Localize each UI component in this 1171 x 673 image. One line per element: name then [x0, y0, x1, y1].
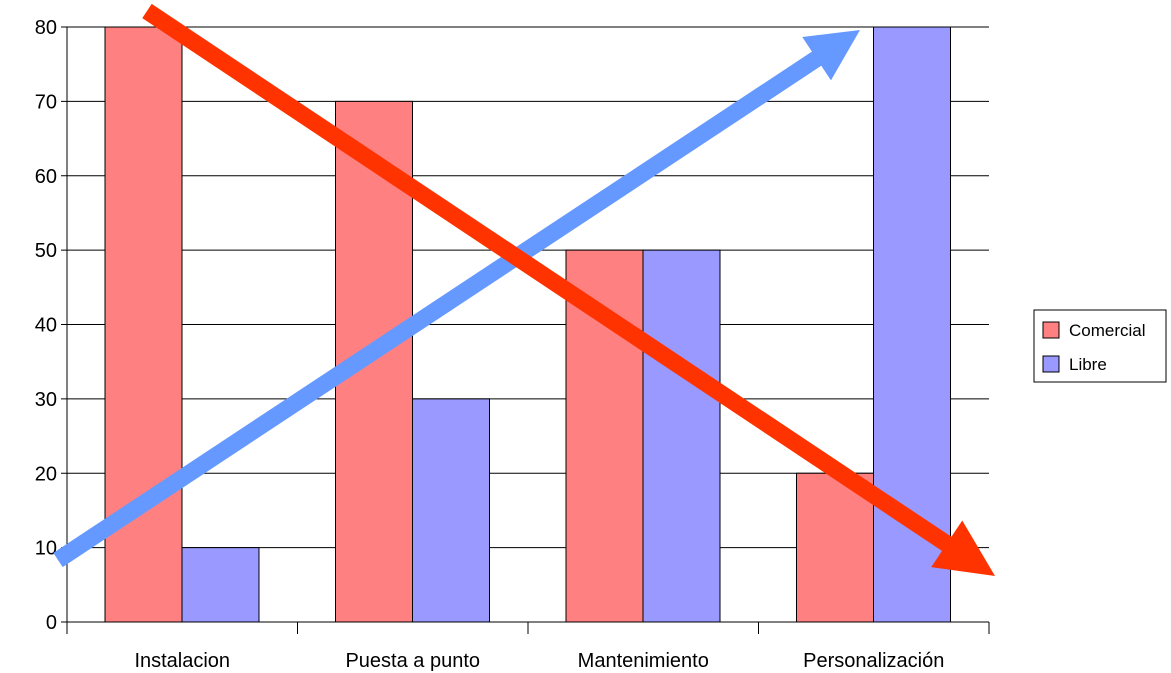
- bar-libre-1: [412, 398, 490, 623]
- bar-libre-0: [181, 547, 260, 623]
- y-tick-label: 10: [35, 538, 57, 560]
- y-tick-label: 30: [35, 389, 57, 411]
- legend-swatch-comercial: [1042, 321, 1060, 339]
- x-category-label: Instalacion: [134, 650, 230, 672]
- bar-libre-2: [642, 249, 721, 623]
- y-tick-label: 70: [35, 91, 57, 113]
- x-category-label: Puesta a punto: [345, 650, 480, 672]
- legend-swatch-libre: [1042, 355, 1060, 373]
- legend-label-libre: Libre: [1069, 355, 1107, 374]
- decreasing-arrow: [142, 3, 995, 576]
- decreasing-arrow-shaft: [142, 3, 955, 554]
- increasing-arrow-shaft: [53, 49, 825, 568]
- y-tick-label: 50: [35, 240, 57, 262]
- y-tick-label: 60: [35, 166, 57, 188]
- y-tick-label: 0: [46, 612, 57, 634]
- y-tick-label: 40: [35, 315, 57, 337]
- increasing-arrow: [53, 30, 860, 568]
- bar-comercial-0: [104, 26, 183, 623]
- legend: Comercial Libre: [1033, 309, 1167, 383]
- x-axis-category-labels: Instalacion Puesta a punto Mantenimiento Pe…: [134, 650, 944, 672]
- y-axis-tick-labels: 0 10 20 30 40 50 60 70 80: [35, 17, 57, 634]
- x-category-label: Personalización: [803, 650, 944, 672]
- y-tick-label: 20: [35, 463, 57, 485]
- decreasing-arrow-head: [931, 520, 995, 576]
- x-category-label: Mantenimiento: [578, 650, 709, 672]
- increasing-arrow-head: [802, 30, 860, 81]
- legend-label-comercial: Comercial: [1069, 321, 1146, 340]
- y-tick-label: 80: [35, 17, 57, 39]
- trend-arrows: [53, 3, 995, 576]
